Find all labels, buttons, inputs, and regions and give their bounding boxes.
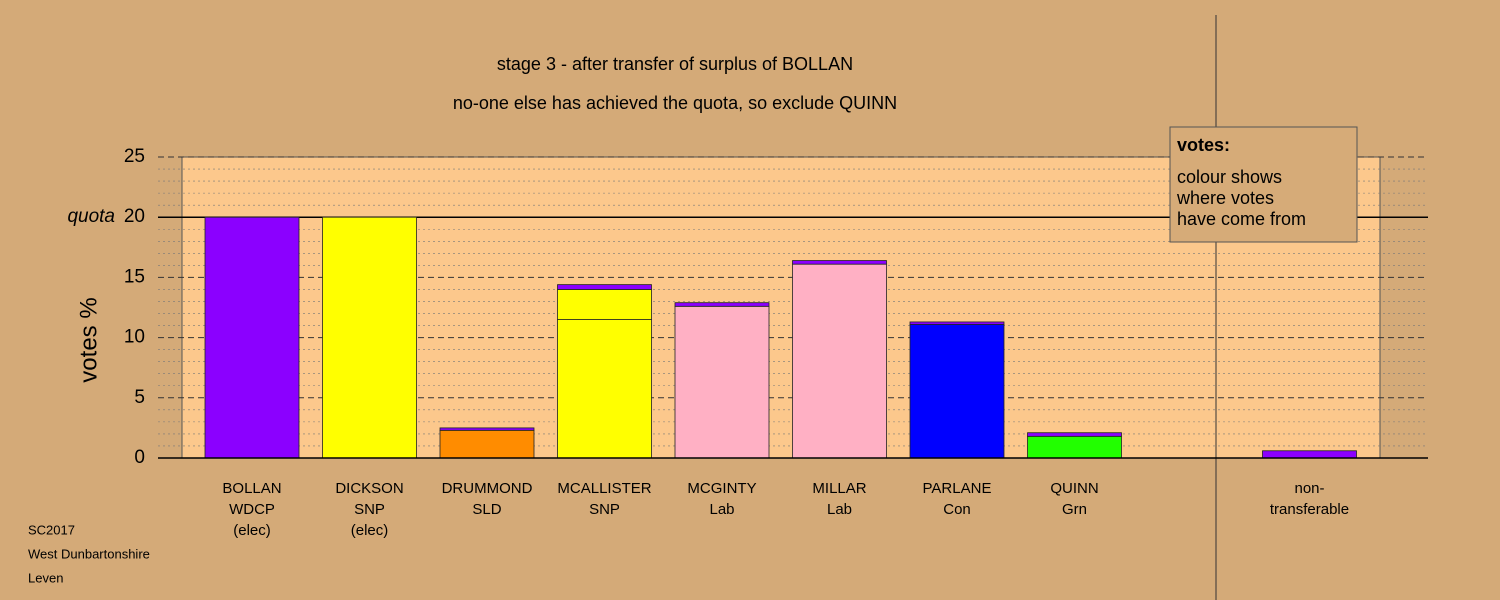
y-tick-label: 10 <box>124 327 145 348</box>
legend-text: have come from <box>1177 209 1306 229</box>
bar-segment <box>1262 450 1357 459</box>
x-tick-label: DICKSON <box>335 480 403 497</box>
bar-segment <box>204 216 300 459</box>
bar-segment <box>557 319 652 459</box>
bar-segment <box>674 302 770 307</box>
x-tick-label: SNP <box>354 501 385 518</box>
footer-text: SC2017 <box>28 522 75 537</box>
x-tick-label: (elec) <box>351 522 389 539</box>
bar-segment <box>674 305 770 459</box>
bar-segment <box>322 216 417 459</box>
x-tick-label: Lab <box>709 501 734 518</box>
x-tick-label: DRUMMOND <box>442 480 533 497</box>
x-tick-label: QUINN <box>1050 480 1098 497</box>
x-tick-label: Grn <box>1062 501 1087 518</box>
x-tick-label: MCGINTY <box>687 480 756 497</box>
legend-box <box>1169 126 1358 243</box>
footer-text: Leven <box>28 570 63 585</box>
legend-text: where votes <box>1176 188 1274 208</box>
chart-subtitle: no-one else has achieved the quota, so e… <box>453 93 897 113</box>
bar-segment <box>439 429 535 459</box>
chart-title: stage 3 - after transfer of surplus of B… <box>497 54 853 74</box>
x-tick-label: Con <box>943 501 971 518</box>
y-tick-label: 20 <box>124 206 145 227</box>
y-tick-label: 5 <box>134 387 145 408</box>
y-tick-label: 15 <box>124 266 145 287</box>
bar-segment <box>557 289 652 320</box>
x-tick-label: Lab <box>827 501 852 518</box>
bar-segment <box>1027 432 1122 437</box>
bar-segment <box>1027 435 1122 459</box>
marks: 0 5 10 15 20 25 quota BOLLAN WDCP (elec) DICKSON SN… <box>67 146 1428 539</box>
x-tick-label: non- <box>1294 480 1324 497</box>
x-tick-label: (elec) <box>233 522 271 539</box>
x-tick-label: SLD <box>472 501 501 518</box>
bar-segment <box>792 263 887 459</box>
bar-segment <box>909 323 1005 459</box>
x-tick-label: WDCP <box>229 501 275 518</box>
y-tick-label: 25 <box>124 146 145 167</box>
x-tick-label: MCALLISTER <box>557 480 651 497</box>
bar-segment <box>557 284 652 290</box>
footer-text: West Dunbartonshire <box>28 546 150 561</box>
bar-segment <box>792 260 887 265</box>
bar-segment <box>439 427 535 431</box>
legend-title: votes: <box>1177 135 1230 155</box>
quota-label: quota <box>67 206 115 227</box>
y-axis-label: votes % <box>75 297 102 382</box>
y-tick-label: 0 <box>134 447 145 468</box>
bar-segment <box>909 321 1005 325</box>
x-tick-label: BOLLAN <box>222 480 281 497</box>
legend-text: colour shows <box>1177 167 1282 187</box>
x-tick-label: PARLANE <box>923 480 992 497</box>
x-tick-label: SNP <box>589 501 620 518</box>
x-tick-label: transferable <box>1270 501 1349 518</box>
x-tick-label: MILLAR <box>812 480 866 497</box>
